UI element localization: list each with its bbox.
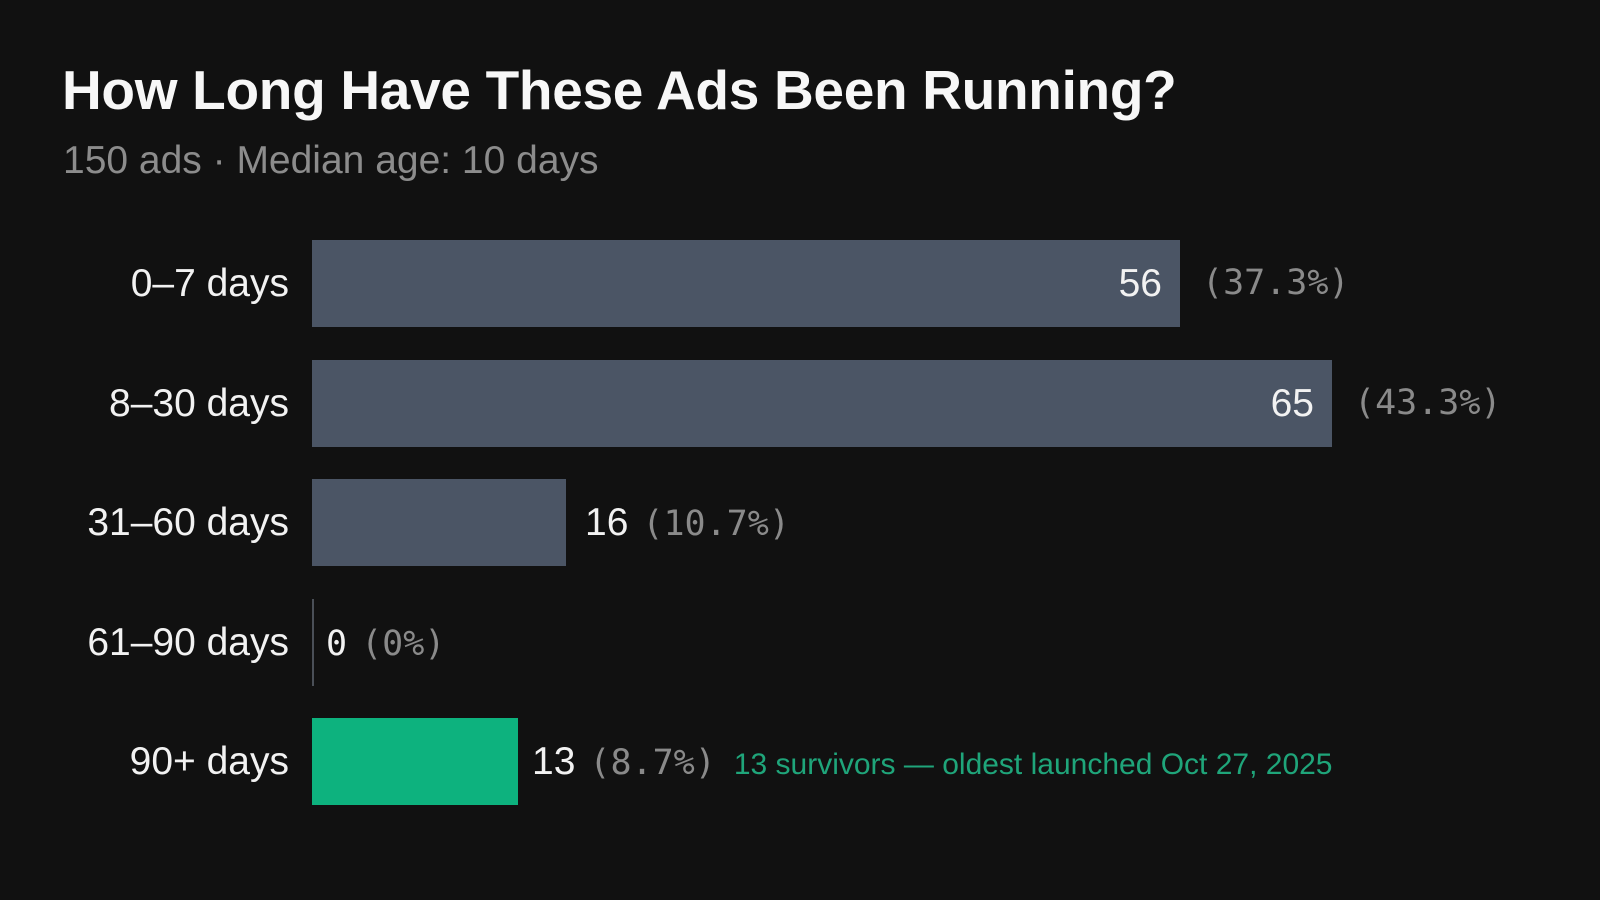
count-label: 65 xyxy=(1270,382,1314,425)
category-label: 0–7 days xyxy=(130,262,289,305)
category-label: 8–30 days xyxy=(109,382,289,425)
chart-subtitle: 150 ads · Median age: 10 days xyxy=(63,139,599,182)
bar-row-0-7-days: 0–7 days 56 (37.3%) xyxy=(0,240,1600,327)
bar-highlight xyxy=(312,718,518,805)
bar xyxy=(312,479,566,566)
bar-value: 56 xyxy=(312,240,1162,327)
bar xyxy=(312,240,1180,327)
percent-label: (37.3%) xyxy=(1202,263,1350,303)
count-label: 56 xyxy=(1118,262,1162,305)
bar xyxy=(312,360,1332,447)
bar-value: 16 (10.7%) xyxy=(585,479,790,566)
percent-label: (43.3%) xyxy=(1354,383,1502,423)
bar-row-31-60-days: 31–60 days 16 (10.7%) xyxy=(0,479,1600,566)
category-label: 61–90 days xyxy=(87,621,289,664)
bar-value: 13 (8.7%) 13 survivors — oldest launched O… xyxy=(532,718,1333,805)
percent-label: (10.7%) xyxy=(642,504,790,544)
count-label: 16 xyxy=(585,501,629,544)
category-label: 90+ days xyxy=(129,740,289,783)
bar-row-61-90-days: 61–90 days 0 (0%) xyxy=(0,599,1600,686)
count-label: 13 xyxy=(532,740,576,783)
bar-value: 0 (0%) xyxy=(326,599,445,686)
chart-title: How Long Have These Ads Been Running? xyxy=(62,59,1177,121)
survivors-annotation: 13 survivors — oldest launched Oct 27, 2… xyxy=(733,748,1333,781)
bar-row-8-30-days: 8–30 days 65 (43.3%) xyxy=(0,360,1600,447)
zero-baseline-line xyxy=(312,599,314,686)
percent-label: (8.7%) xyxy=(589,743,716,783)
bar-row-90-plus-days: 90+ days 13 (8.7%) 13 survivors — oldest l… xyxy=(0,718,1600,805)
percent-label: (0%) xyxy=(361,624,446,664)
bar-value: 65 xyxy=(312,360,1314,447)
count-label: 0 xyxy=(326,624,348,664)
category-label: 31–60 days xyxy=(87,501,289,544)
